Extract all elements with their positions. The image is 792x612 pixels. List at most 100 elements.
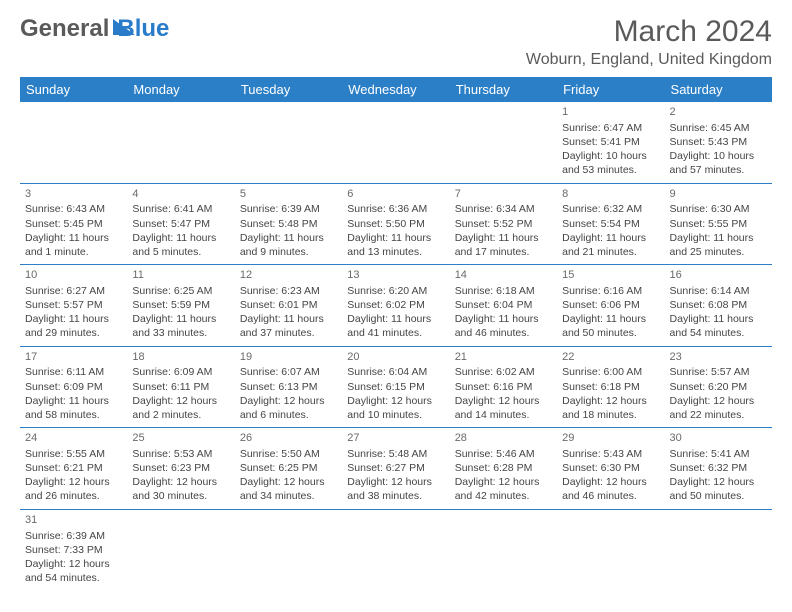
- month-title: March 2024: [526, 15, 772, 49]
- sunset-line: Sunset: 5:41 PM: [562, 135, 659, 149]
- day-number: 15: [562, 268, 659, 283]
- sunset-line: Sunset: 6:08 PM: [670, 298, 767, 312]
- day-number: 21: [455, 350, 552, 365]
- calendar-body: 1Sunrise: 6:47 AMSunset: 5:41 PMDaylight…: [20, 102, 772, 590]
- weekday-header: Wednesday: [342, 77, 449, 102]
- daylight-line: Daylight: 11 hours and 50 minutes.: [562, 312, 659, 340]
- daylight-line: Daylight: 12 hours and 42 minutes.: [455, 475, 552, 503]
- sunrise-line: Sunrise: 6:41 AM: [132, 202, 229, 216]
- sunrise-line: Sunrise: 6:27 AM: [25, 284, 122, 298]
- daylight-line: Daylight: 11 hours and 25 minutes.: [670, 231, 767, 259]
- weekday-header: Thursday: [450, 77, 557, 102]
- sunset-line: Sunset: 6:06 PM: [562, 298, 659, 312]
- calendar-day-cell: 23Sunrise: 5:57 AMSunset: 6:20 PMDayligh…: [665, 346, 772, 428]
- calendar-day-cell: 22Sunrise: 6:00 AMSunset: 6:18 PMDayligh…: [557, 346, 664, 428]
- calendar-day-cell: 13Sunrise: 6:20 AMSunset: 6:02 PMDayligh…: [342, 265, 449, 347]
- day-number: 10: [25, 268, 122, 283]
- sunset-line: Sunset: 7:33 PM: [25, 543, 122, 557]
- calendar-empty-cell: [665, 509, 772, 590]
- day-number: 27: [347, 431, 444, 446]
- sunset-line: Sunset: 6:16 PM: [455, 380, 552, 394]
- calendar-day-cell: 1Sunrise: 6:47 AMSunset: 5:41 PMDaylight…: [557, 102, 664, 183]
- daylight-line: Daylight: 12 hours and 46 minutes.: [562, 475, 659, 503]
- calendar-day-cell: 10Sunrise: 6:27 AMSunset: 5:57 PMDayligh…: [20, 265, 127, 347]
- calendar-day-cell: 20Sunrise: 6:04 AMSunset: 6:15 PMDayligh…: [342, 346, 449, 428]
- daylight-line: Daylight: 11 hours and 29 minutes.: [25, 312, 122, 340]
- day-number: 29: [562, 431, 659, 446]
- sunset-line: Sunset: 6:32 PM: [670, 461, 767, 475]
- sunset-line: Sunset: 6:11 PM: [132, 380, 229, 394]
- calendar-day-cell: 3Sunrise: 6:43 AMSunset: 5:45 PMDaylight…: [20, 183, 127, 265]
- daylight-line: Daylight: 12 hours and 26 minutes.: [25, 475, 122, 503]
- calendar-day-cell: 9Sunrise: 6:30 AMSunset: 5:55 PMDaylight…: [665, 183, 772, 265]
- day-number: 23: [670, 350, 767, 365]
- sunset-line: Sunset: 5:54 PM: [562, 217, 659, 231]
- day-number: 3: [25, 187, 122, 202]
- day-number: 17: [25, 350, 122, 365]
- calendar-empty-cell: [20, 102, 127, 183]
- day-number: 4: [132, 187, 229, 202]
- daylight-line: Daylight: 10 hours and 57 minutes.: [670, 149, 767, 177]
- daylight-line: Daylight: 12 hours and 6 minutes.: [240, 394, 337, 422]
- calendar-day-cell: 21Sunrise: 6:02 AMSunset: 6:16 PMDayligh…: [450, 346, 557, 428]
- sunset-line: Sunset: 5:48 PM: [240, 217, 337, 231]
- calendar-day-cell: 11Sunrise: 6:25 AMSunset: 5:59 PMDayligh…: [127, 265, 234, 347]
- day-number: 25: [132, 431, 229, 446]
- weekday-header: Friday: [557, 77, 664, 102]
- calendar-week-row: 24Sunrise: 5:55 AMSunset: 6:21 PMDayligh…: [20, 428, 772, 510]
- logo: General Blue: [20, 15, 169, 43]
- sunset-line: Sunset: 6:02 PM: [347, 298, 444, 312]
- calendar-empty-cell: [342, 102, 449, 183]
- sunset-line: Sunset: 5:57 PM: [25, 298, 122, 312]
- daylight-line: Daylight: 11 hours and 13 minutes.: [347, 231, 444, 259]
- daylight-line: Daylight: 11 hours and 46 minutes.: [455, 312, 552, 340]
- sunrise-line: Sunrise: 6:39 AM: [240, 202, 337, 216]
- sunrise-line: Sunrise: 6:14 AM: [670, 284, 767, 298]
- calendar-empty-cell: [557, 509, 664, 590]
- sunrise-line: Sunrise: 6:09 AM: [132, 365, 229, 379]
- sunrise-line: Sunrise: 5:41 AM: [670, 447, 767, 461]
- calendar-day-cell: 26Sunrise: 5:50 AMSunset: 6:25 PMDayligh…: [235, 428, 342, 510]
- daylight-line: Daylight: 11 hours and 17 minutes.: [455, 231, 552, 259]
- sunset-line: Sunset: 5:43 PM: [670, 135, 767, 149]
- daylight-line: Daylight: 12 hours and 38 minutes.: [347, 475, 444, 503]
- daylight-line: Daylight: 12 hours and 14 minutes.: [455, 394, 552, 422]
- daylight-line: Daylight: 12 hours and 22 minutes.: [670, 394, 767, 422]
- daylight-line: Daylight: 11 hours and 5 minutes.: [132, 231, 229, 259]
- sunset-line: Sunset: 6:04 PM: [455, 298, 552, 312]
- sunrise-line: Sunrise: 5:53 AM: [132, 447, 229, 461]
- calendar-empty-cell: [450, 509, 557, 590]
- sunset-line: Sunset: 6:15 PM: [347, 380, 444, 394]
- calendar-day-cell: 2Sunrise: 6:45 AMSunset: 5:43 PMDaylight…: [665, 102, 772, 183]
- logo-text-blue: Blue: [117, 15, 169, 43]
- sunset-line: Sunset: 6:25 PM: [240, 461, 337, 475]
- calendar-day-cell: 5Sunrise: 6:39 AMSunset: 5:48 PMDaylight…: [235, 183, 342, 265]
- sunrise-line: Sunrise: 6:36 AM: [347, 202, 444, 216]
- calendar-empty-cell: [127, 102, 234, 183]
- title-block: March 2024 Woburn, England, United Kingd…: [526, 15, 772, 69]
- day-number: 9: [670, 187, 767, 202]
- calendar-empty-cell: [127, 509, 234, 590]
- sunrise-line: Sunrise: 6:16 AM: [562, 284, 659, 298]
- calendar-table: SundayMondayTuesdayWednesdayThursdayFrid…: [20, 77, 772, 590]
- day-number: 28: [455, 431, 552, 446]
- daylight-line: Daylight: 11 hours and 33 minutes.: [132, 312, 229, 340]
- sunset-line: Sunset: 5:47 PM: [132, 217, 229, 231]
- sunset-line: Sunset: 6:30 PM: [562, 461, 659, 475]
- day-number: 8: [562, 187, 659, 202]
- daylight-line: Daylight: 12 hours and 10 minutes.: [347, 394, 444, 422]
- day-number: 26: [240, 431, 337, 446]
- sunrise-line: Sunrise: 5:57 AM: [670, 365, 767, 379]
- calendar-day-cell: 16Sunrise: 6:14 AMSunset: 6:08 PMDayligh…: [665, 265, 772, 347]
- sunrise-line: Sunrise: 6:20 AM: [347, 284, 444, 298]
- calendar-day-cell: 4Sunrise: 6:41 AMSunset: 5:47 PMDaylight…: [127, 183, 234, 265]
- day-number: 2: [670, 105, 767, 120]
- sunrise-line: Sunrise: 6:47 AM: [562, 121, 659, 135]
- day-number: 20: [347, 350, 444, 365]
- calendar-day-cell: 31Sunrise: 6:39 AMSunset: 7:33 PMDayligh…: [20, 509, 127, 590]
- sunrise-line: Sunrise: 6:45 AM: [670, 121, 767, 135]
- calendar-day-cell: 17Sunrise: 6:11 AMSunset: 6:09 PMDayligh…: [20, 346, 127, 428]
- daylight-line: Daylight: 11 hours and 1 minute.: [25, 231, 122, 259]
- sunset-line: Sunset: 6:27 PM: [347, 461, 444, 475]
- day-number: 5: [240, 187, 337, 202]
